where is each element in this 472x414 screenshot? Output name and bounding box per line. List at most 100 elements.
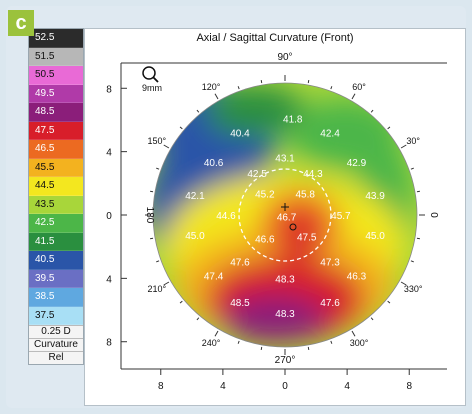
curvature-value: 47.5 bbox=[297, 233, 317, 244]
angle-tick bbox=[196, 317, 200, 321]
curvature-value: 48.3 bbox=[275, 309, 295, 320]
axis-label-right: 0 bbox=[428, 212, 439, 218]
y-tick-label: 4 bbox=[106, 274, 112, 285]
y-tick-label: 4 bbox=[106, 148, 112, 159]
curvature-value: 40.4 bbox=[230, 129, 250, 140]
angle-tick bbox=[387, 300, 391, 304]
curvature-value: 46.6 bbox=[255, 234, 275, 245]
curvature-value: 47.6 bbox=[230, 258, 250, 269]
scale-step: 41.5 bbox=[29, 232, 83, 251]
y-axis-ticks: 8 4 0 4 8 bbox=[106, 84, 127, 349]
curvature-value: 45.8 bbox=[295, 189, 315, 200]
scale-step: 49.5 bbox=[29, 84, 83, 103]
curvature-value: 45.0 bbox=[365, 231, 385, 242]
angle-tick bbox=[307, 346, 310, 351]
curvature-values: 41.8 40.4 42.4 40.6 43.1 42.9 42.5 44.3 42.1 45.2… bbox=[185, 115, 385, 320]
angle-tick bbox=[416, 237, 421, 240]
curvature-value: 41.8 bbox=[283, 115, 303, 126]
scale-step: 37.5 bbox=[29, 306, 83, 325]
zoom-icon[interactable] bbox=[142, 66, 159, 83]
angle-label: 330° bbox=[404, 284, 423, 294]
curvature-value: 45.2 bbox=[255, 189, 275, 200]
curvature-value: 45.7 bbox=[331, 211, 351, 222]
scale-step: 52.5 bbox=[29, 29, 83, 48]
curvature-value: 44.3 bbox=[303, 169, 323, 180]
angle-tick bbox=[400, 281, 407, 286]
pupil-center-marker bbox=[289, 223, 297, 231]
x-tick-label: 4 bbox=[344, 381, 350, 392]
angle-tick bbox=[260, 79, 263, 84]
angle-label: 240° bbox=[202, 338, 221, 348]
angle-tick bbox=[260, 346, 263, 351]
angle-tick bbox=[400, 144, 407, 149]
curvature-value: 46.7 bbox=[277, 213, 297, 224]
curvature-value: 44.6 bbox=[216, 211, 236, 222]
curvature-map-panel: Axial / Sagittal Curvature (Front) bbox=[84, 28, 466, 406]
x-tick-label: 4 bbox=[220, 381, 226, 392]
axis-label-top: 90° bbox=[277, 52, 292, 63]
curvature-value: 47.6 bbox=[320, 298, 340, 309]
scale-step: 43.5 bbox=[29, 195, 83, 214]
angle-tick bbox=[370, 109, 374, 113]
scale-ref-label: Rel bbox=[29, 351, 83, 364]
angle-tick bbox=[410, 167, 414, 170]
angle-tick bbox=[410, 260, 414, 263]
curvature-value: 48.3 bbox=[275, 275, 295, 286]
y-tick-label: 8 bbox=[106, 84, 112, 95]
curvature-value: 42.5 bbox=[247, 169, 267, 180]
curvature-color-field bbox=[153, 83, 417, 347]
curvature-value: 42.4 bbox=[320, 129, 340, 140]
scale-steps: 52.5 51.5 50.5 49.5 48.5 47.5 46.5 45.5 44.5 43.5… bbox=[29, 29, 83, 325]
angle-label: 30° bbox=[406, 136, 420, 146]
curvature-value: 47.4 bbox=[204, 272, 224, 283]
scale-step: 39.5 bbox=[29, 269, 83, 288]
angle-tick bbox=[163, 281, 170, 286]
angle-tick bbox=[196, 109, 200, 113]
curvature-value: 42.1 bbox=[185, 191, 205, 202]
scale-mode-label: Curvature bbox=[29, 338, 83, 351]
curvature-value: 42.9 bbox=[347, 158, 367, 169]
curvature-value: 45.0 bbox=[185, 231, 205, 242]
zoom-label: 9mm bbox=[142, 83, 162, 93]
curvature-value: 43.9 bbox=[365, 191, 385, 202]
angle-tick bbox=[307, 79, 310, 84]
angle-label: 210° bbox=[148, 284, 167, 294]
angle-tick bbox=[149, 190, 154, 193]
curvature-value: 47.3 bbox=[320, 258, 340, 269]
scale-step: 48.5 bbox=[29, 103, 83, 122]
scale-step: 42.5 bbox=[29, 214, 83, 233]
angle-tick bbox=[163, 144, 170, 149]
angle-tick bbox=[351, 330, 356, 337]
y-tick-label: 0 bbox=[106, 211, 112, 222]
scale-step: 46.5 bbox=[29, 140, 83, 159]
angle-tick bbox=[330, 86, 333, 90]
angle-tick bbox=[351, 93, 356, 100]
x-tick-label: 0 bbox=[282, 381, 288, 392]
scale-step: 45.5 bbox=[29, 158, 83, 177]
pupil-outline bbox=[238, 168, 332, 262]
angle-ticks bbox=[145, 75, 425, 355]
scale-step: 47.5 bbox=[29, 121, 83, 140]
angle-tick bbox=[370, 317, 374, 321]
angle-tick bbox=[237, 86, 240, 90]
y-tick-label: 8 bbox=[106, 338, 112, 349]
angle-label: 300° bbox=[350, 338, 369, 348]
x-axis-ticks: 8 4 0 4 8 bbox=[158, 369, 412, 392]
angle-tick bbox=[214, 330, 219, 337]
curvature-value: 48.5 bbox=[230, 298, 250, 309]
x-tick-label: 8 bbox=[158, 381, 164, 392]
scale-step: 50.5 bbox=[29, 66, 83, 85]
angle-label: 60° bbox=[352, 82, 366, 92]
angle-label: 120° bbox=[202, 82, 221, 92]
color-scale-legend: 52.5 51.5 50.5 49.5 48.5 47.5 46.5 45.5 44.5 43.5… bbox=[28, 28, 84, 365]
angle-tick bbox=[156, 260, 160, 263]
angle-tick bbox=[330, 340, 333, 344]
angle-tick bbox=[156, 167, 160, 170]
curvature-value: 40.6 bbox=[204, 158, 224, 169]
angle-label: 150° bbox=[148, 136, 167, 146]
curvature-value: 46.3 bbox=[347, 272, 367, 283]
scale-step-label: 0.25 D bbox=[29, 325, 83, 338]
angle-tick bbox=[179, 126, 183, 130]
angle-tick bbox=[387, 126, 391, 130]
angle-tick bbox=[179, 300, 183, 304]
